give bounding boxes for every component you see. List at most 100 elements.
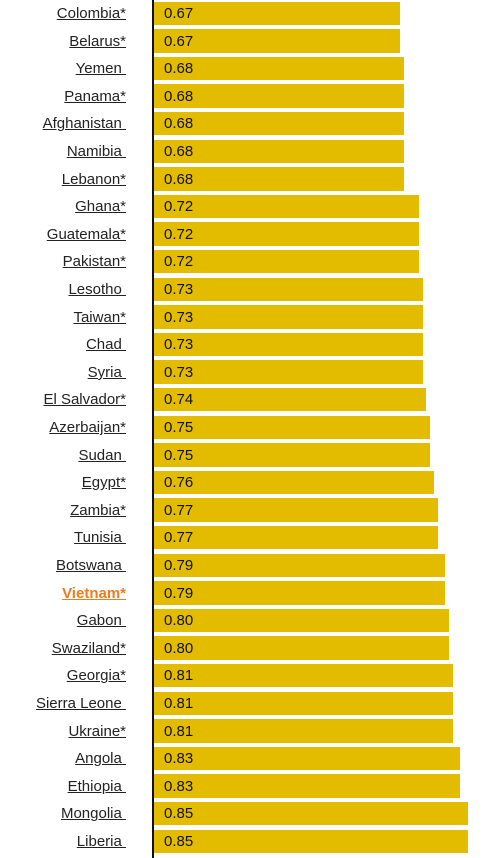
country-link[interactable]: Belarus* [69, 32, 126, 50]
country-link[interactable]: Botswana [55, 557, 126, 574]
bar [154, 111, 404, 136]
value-label: 0.73 [164, 336, 194, 354]
bar-row: Pakistan* 0.72 [0, 248, 500, 276]
bar-row: Sudan 0.75 [0, 442, 500, 470]
country-link[interactable]: Lesotho [68, 281, 126, 298]
country-link[interactable]: Georgia* [66, 667, 126, 685]
value-label: 0.83 [164, 777, 194, 795]
country-link[interactable]: Afghanistan [42, 115, 126, 133]
value-label: 0.72 [164, 198, 194, 216]
country-link[interactable]: Azerbaijan* [49, 419, 126, 436]
value-label: 0.76 [164, 474, 194, 492]
bar [154, 305, 423, 329]
bar-row: El Salvador* 0.74 [0, 386, 500, 414]
bar [154, 553, 446, 577]
bar [154, 277, 423, 301]
bar-row: Egypt* 0.76 [0, 469, 500, 497]
value-label: 0.68 [164, 143, 194, 160]
value-label: 0.79 [164, 557, 194, 574]
value-label: 0.81 [164, 695, 194, 712]
bar [154, 139, 404, 163]
value-label: 0.75 [164, 446, 194, 464]
bar [154, 56, 404, 81]
country-link[interactable]: Guatemala* [46, 225, 126, 243]
country-link[interactable]: Angola [75, 750, 126, 768]
bar-row: Chad 0.73 [0, 331, 500, 359]
country-link[interactable]: Mongolia [60, 805, 126, 823]
country-link[interactable]: Lebanon* [61, 170, 126, 188]
country-link[interactable]: Pakistan* [62, 253, 126, 271]
value-label: 0.67 [164, 5, 194, 22]
bar [154, 801, 469, 826]
country-link[interactable]: Egypt* [81, 474, 126, 492]
country-link[interactable]: Taiwan* [73, 308, 126, 326]
country-link[interactable]: El Salvador* [43, 391, 126, 409]
bar-row: Botswana 0.79 [0, 552, 500, 580]
bar [154, 1, 401, 25]
value-label: 0.81 [164, 722, 194, 740]
country-link[interactable]: Namibia [66, 143, 126, 160]
value-label: 0.83 [164, 750, 194, 768]
value-label: 0.67 [164, 32, 194, 50]
bar-row: Panama* 0.68 [0, 83, 500, 111]
value-label: 0.85 [164, 833, 194, 850]
country-link[interactable]: Liberia [76, 833, 126, 850]
bar [154, 498, 438, 522]
bar-row: Mongolia 0.85 [0, 800, 500, 828]
bar-row: Liberia 0.85 [0, 828, 500, 856]
bar [154, 719, 453, 743]
country-link[interactable]: Gabon [76, 612, 126, 630]
bar-row: Belarus* 0.67 [0, 28, 500, 56]
bar-row: Ukraine* 0.81 [0, 718, 500, 746]
bar-row: Ethiopia 0.83 [0, 773, 500, 801]
country-link[interactable]: Ghana* [75, 198, 126, 216]
value-label: 0.72 [164, 253, 194, 271]
bar-row: Georgia* 0.81 [0, 662, 500, 690]
value-label: 0.80 [164, 612, 194, 630]
bar [154, 84, 404, 108]
bar [154, 525, 438, 550]
country-link[interactable]: Colombia* [56, 5, 126, 22]
bar-row: Swaziland* 0.80 [0, 635, 500, 663]
bar-row: Syria 0.73 [0, 359, 500, 387]
country-link[interactable]: Swaziland* [51, 639, 126, 657]
bar [154, 581, 446, 605]
value-label: 0.80 [164, 639, 194, 657]
bar-row: Guatemala* 0.72 [0, 221, 500, 249]
value-label: 0.72 [164, 225, 194, 243]
country-link[interactable]: Chad [85, 336, 126, 354]
country-link[interactable]: Tunisia [74, 529, 126, 547]
value-label: 0.77 [164, 529, 194, 547]
country-link[interactable]: Yemen [75, 60, 126, 78]
value-label: 0.73 [164, 281, 194, 298]
bar [154, 774, 461, 798]
country-link[interactable]: Syria [87, 363, 126, 381]
bar-row: Taiwan* 0.73 [0, 304, 500, 332]
country-link[interactable]: Ukraine* [68, 722, 126, 740]
country-link[interactable]: Sierra Leone [35, 695, 126, 712]
bar-row: Yemen 0.68 [0, 55, 500, 83]
axis-line [152, 0, 154, 858]
bar [154, 470, 435, 495]
bar [154, 636, 450, 660]
bar-row: Vietnam* 0.79 [0, 580, 500, 608]
bar [154, 387, 427, 412]
value-label: 0.68 [164, 87, 194, 105]
bar-row: Azerbaijan* 0.75 [0, 414, 500, 442]
value-label: 0.77 [164, 501, 194, 519]
country-link[interactable]: Panama* [64, 87, 126, 105]
country-link[interactable]: Sudan [78, 446, 126, 464]
country-link[interactable]: Ethiopia [67, 777, 126, 795]
country-link[interactable]: Zambia* [70, 501, 126, 519]
bar [154, 829, 469, 853]
value-label: 0.73 [164, 308, 194, 326]
value-label: 0.68 [164, 115, 194, 133]
country-link[interactable]: Vietnam* [62, 584, 126, 602]
bar [154, 691, 453, 715]
bar-row: Angola 0.83 [0, 745, 500, 773]
bar-row: Colombia* 0.67 [0, 0, 500, 28]
bar [154, 332, 423, 357]
bar [154, 415, 431, 439]
bar [154, 663, 453, 688]
